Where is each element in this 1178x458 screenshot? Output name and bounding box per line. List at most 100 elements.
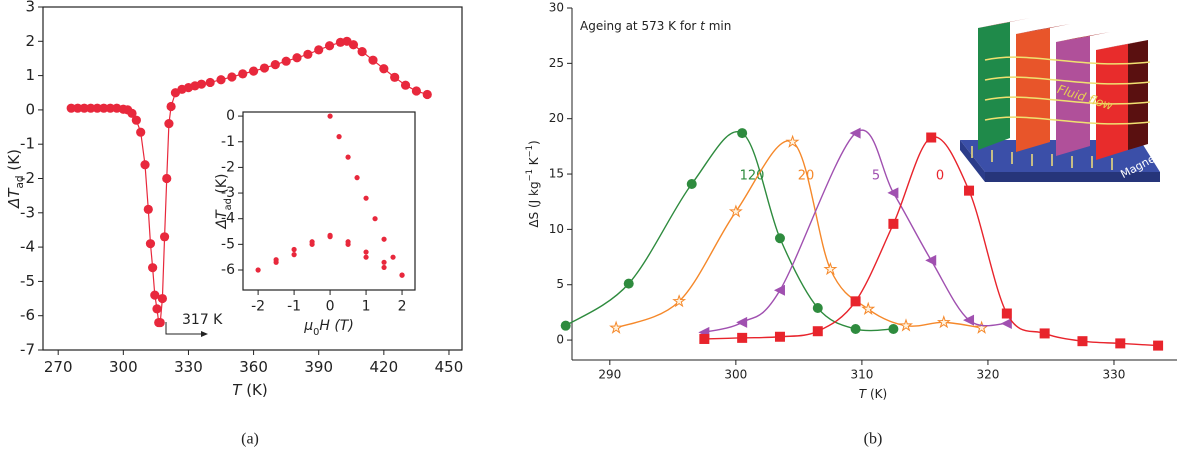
slab <box>1056 36 1090 156</box>
x-tick-label: 330 <box>174 358 203 376</box>
marker <box>963 314 975 326</box>
y-tick-label: 0 <box>226 108 235 124</box>
marker <box>812 326 823 337</box>
label-part: ad <box>223 198 234 210</box>
marker <box>345 154 351 160</box>
magnet-base-side <box>960 140 985 182</box>
marker <box>390 254 396 260</box>
marker <box>248 66 259 76</box>
marker <box>1039 328 1050 339</box>
label-part: −1 <box>524 169 534 181</box>
series-line <box>615 140 982 329</box>
series-label: 120 <box>740 169 765 184</box>
marker <box>162 173 172 184</box>
y-tick-label: -4 <box>221 211 235 227</box>
marker <box>255 267 261 273</box>
caption: (a) <box>241 431 259 448</box>
y-tick-label: -2 <box>221 159 235 175</box>
marker <box>737 128 748 139</box>
marker <box>309 239 315 245</box>
label-part: (K) <box>5 149 23 175</box>
marker <box>136 127 146 137</box>
marker <box>774 331 785 342</box>
marker <box>823 261 838 276</box>
marker <box>327 113 333 119</box>
slab <box>1016 28 1050 152</box>
label-part: (K) <box>241 381 267 399</box>
marker <box>148 263 158 273</box>
caption: (b) <box>864 431 883 448</box>
marker <box>291 246 297 253</box>
marker <box>216 75 226 85</box>
marker <box>166 101 176 112</box>
marker <box>281 56 291 66</box>
marker <box>773 284 785 296</box>
x-tick-label: 300 <box>109 358 138 376</box>
marker <box>292 53 302 63</box>
label-part: ) <box>527 140 541 145</box>
marker <box>422 89 432 100</box>
marker <box>381 236 387 242</box>
label-part: ΔT <box>214 209 230 230</box>
marker <box>861 301 876 315</box>
y-tick-label: -4 <box>20 238 35 256</box>
marker <box>736 316 748 328</box>
x-tick-label: 1 <box>362 299 371 315</box>
x-tick-label: 390 <box>304 358 333 376</box>
label-part: ΔS (J kg <box>527 181 541 227</box>
magnet-illustration: Fluid flow Magnet <box>960 18 1162 182</box>
series-line <box>565 130 894 332</box>
marker <box>964 185 975 196</box>
marker <box>354 175 360 181</box>
y-tick-label: 1 <box>25 66 35 84</box>
marker <box>888 218 899 229</box>
marker <box>324 41 335 51</box>
x-tick-label: 300 <box>724 367 747 381</box>
x-axis-label: T (K) <box>859 387 887 401</box>
x-tick-label: 420 <box>370 358 399 376</box>
marker <box>150 290 160 300</box>
x-tick-label: -1 <box>287 299 301 315</box>
marker <box>926 132 937 143</box>
plot-frame <box>242 111 416 291</box>
marker <box>99 103 109 113</box>
y-tick-label: -1 <box>221 134 235 150</box>
x-tick-label: 330 <box>1103 367 1126 381</box>
label-part: H (T) <box>319 318 353 334</box>
marker <box>270 60 280 70</box>
marker <box>887 187 899 199</box>
marker <box>155 317 165 328</box>
marker <box>812 302 823 313</box>
marker <box>127 108 137 118</box>
slab <box>978 22 1010 150</box>
x-tick-label: 310 <box>850 367 873 381</box>
marker <box>86 103 96 113</box>
label-part: (K) <box>214 174 230 199</box>
y-tick-label: -6 <box>221 262 235 278</box>
y-tick-label: -5 <box>20 272 35 290</box>
marker <box>560 320 571 331</box>
y-axis-label: ΔTad (K) <box>5 149 27 209</box>
label-part: K <box>527 156 541 169</box>
y-tick-label: 25 <box>549 56 564 70</box>
marker <box>1001 308 1012 319</box>
y-tick-label: 5 <box>556 277 564 291</box>
marker <box>159 232 170 242</box>
marker <box>363 249 369 255</box>
marker <box>672 294 687 308</box>
marker <box>936 315 951 329</box>
y-tick-label: -3 <box>221 185 235 201</box>
marker <box>925 254 937 266</box>
label-part: 0 <box>313 327 319 338</box>
marker <box>381 264 387 271</box>
y-tick-label: -6 <box>20 306 35 324</box>
annotation-arrowhead <box>201 331 208 337</box>
marker <box>227 72 237 82</box>
marker <box>145 239 156 249</box>
marker <box>400 80 411 90</box>
marker <box>898 318 913 332</box>
x-tick-label: 290 <box>598 367 621 381</box>
y-tick-label: 0 <box>25 100 35 118</box>
y-tick-label: -2 <box>20 169 35 187</box>
